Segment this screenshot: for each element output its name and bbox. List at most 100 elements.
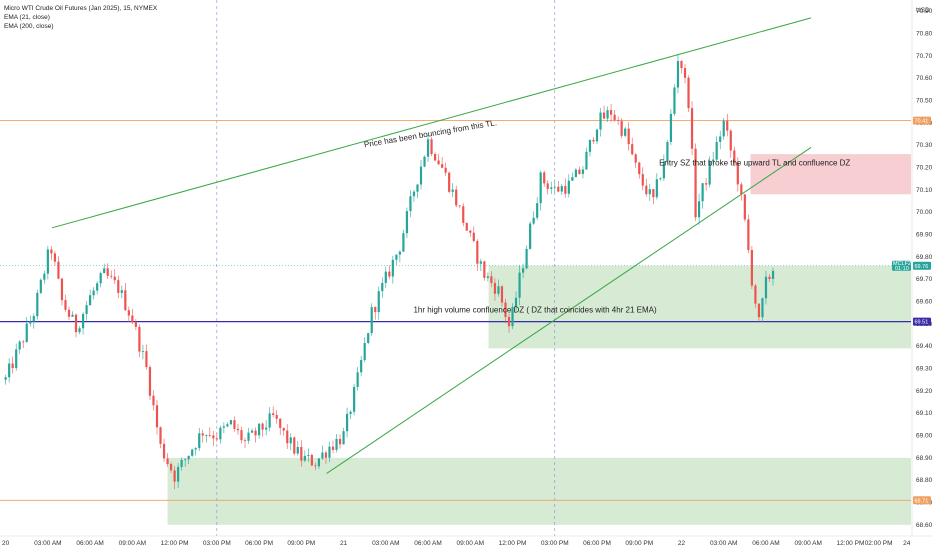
candle-body-132: [469, 230, 472, 233]
candle-body-56: [201, 433, 204, 436]
zone-upper: [750, 154, 911, 195]
candle-body-123: [437, 160, 440, 165]
candle-body-198: [701, 183, 704, 202]
candle-body-170: [602, 112, 606, 119]
candle-body-139: [493, 282, 497, 294]
candle-body-191: [676, 61, 680, 88]
candle-body-200: [708, 161, 711, 185]
candle-body-148: [525, 248, 528, 269]
candle-body-98: [349, 411, 352, 414]
upper-trendline: [51, 17, 812, 229]
candle-body-199: [705, 183, 708, 185]
indicator-ema200[interactable]: EMA (200, close): [4, 23, 54, 30]
candle-body-126: [448, 172, 451, 192]
candle-body-48: [173, 470, 176, 482]
candle-body-195: [690, 108, 694, 149]
candle-body-96: [342, 431, 345, 445]
candle-body-0: [4, 377, 7, 380]
candle-body-51: [184, 459, 187, 461]
candle-body-169: [599, 112, 602, 130]
candle-body-29: [106, 268, 109, 276]
session-separators: [216, 0, 556, 536]
candle-body-124: [441, 164, 444, 168]
candle-body-164: [581, 169, 585, 174]
indicator-ema21[interactable]: EMA (21, close): [4, 14, 50, 21]
candle-body-194: [687, 77, 690, 109]
candle-body-209: [740, 184, 743, 195]
last-price-symbol: MCLF2025: [893, 261, 920, 267]
x-tick-9: 03:00 AM: [372, 540, 399, 547]
candle-body-118: [419, 166, 423, 185]
candle-body-212: [750, 249, 753, 286]
candle-body-53: [191, 449, 194, 456]
candle-body-19: [71, 314, 74, 317]
candle-body-97: [345, 413, 349, 432]
x-tick-22: 24: [903, 540, 911, 547]
x-tick-7: 09:00 PM: [287, 540, 315, 547]
candle-body-144: [511, 307, 514, 327]
level-badge-label-1: 69.51: [915, 320, 929, 326]
candle-body-186: [659, 178, 662, 180]
candle-body-156: [553, 186, 556, 188]
lower-trendline: [326, 146, 812, 474]
candle-body-50: [180, 459, 183, 467]
y-tick-3: 68.90: [916, 455, 932, 462]
x-tick-6: 06:00 PM: [245, 540, 273, 547]
x-tick-21: 02:00 PM: [865, 540, 893, 547]
candle-body-55: [198, 433, 201, 449]
level-badge-label-2: 68.71: [915, 498, 929, 504]
x-tick-16: 22: [678, 540, 686, 547]
candle-body-158: [560, 186, 563, 192]
candle-body-18: [67, 309, 71, 317]
candle-body-28: [103, 268, 106, 274]
price-axis[interactable]: [912, 0, 932, 550]
candle-body-146: [518, 272, 521, 298]
candle-body-15: [57, 261, 60, 279]
candle-body-168: [595, 129, 599, 142]
candle-body-105: [374, 307, 377, 313]
candle-body-153: [543, 172, 546, 184]
candles-layer: [4, 53, 775, 490]
x-tick-4: 12:00 PM: [161, 540, 189, 547]
candle-body-129: [458, 205, 461, 207]
y-tick-17: 70.30: [916, 142, 932, 149]
candle-body-87: [310, 454, 313, 466]
trendlines-layer: [51, 17, 812, 474]
x-ticks: 20 03:00 AM 06:00 AM 09:00 AM 12:00 PM 03:00 …: [2, 540, 911, 547]
y-tick-2: 68.80: [916, 477, 932, 484]
candle-body-20: [74, 314, 78, 333]
candle-body-71: [254, 430, 257, 436]
candle-body-64: [229, 420, 233, 425]
candle-body-112: [398, 251, 401, 255]
candle-body-103: [367, 333, 370, 344]
y-tick-12: 69.80: [916, 254, 932, 261]
candle-body-22: [81, 313, 85, 329]
candle-body-111: [395, 254, 398, 260]
candle-body-67: [240, 430, 243, 441]
chart-header: Micro WTI Crude Oil Futures (Jan 2025), …: [4, 5, 158, 30]
x-tick-20: 12:00 PM: [837, 540, 865, 547]
candle-body-12: [46, 249, 49, 274]
candle-body-62: [222, 426, 225, 428]
candle-body-161: [571, 177, 574, 181]
y-tick-15: 70.10: [916, 187, 932, 194]
candle-body-140: [497, 286, 500, 294]
y-tick-10: 69.60: [916, 299, 932, 306]
x-tick-12: 12:00 PM: [499, 540, 527, 547]
candle-body-24: [89, 295, 92, 306]
level-badge-0: [913, 116, 931, 125]
candle-body-203: [719, 136, 722, 142]
candle-body-202: [715, 141, 718, 160]
candle-body-172: [609, 110, 613, 115]
candle-body-61: [219, 427, 222, 440]
candle-body-117: [416, 184, 419, 192]
candle-body-121: [430, 139, 433, 154]
candle-body-141: [500, 286, 504, 303]
candle-body-66: [236, 428, 240, 431]
zones-layer: [167, 154, 912, 525]
x-tick-2: 06:00 AM: [76, 540, 103, 547]
candle-body-6: [25, 323, 28, 342]
time-axis[interactable]: [0, 536, 932, 550]
